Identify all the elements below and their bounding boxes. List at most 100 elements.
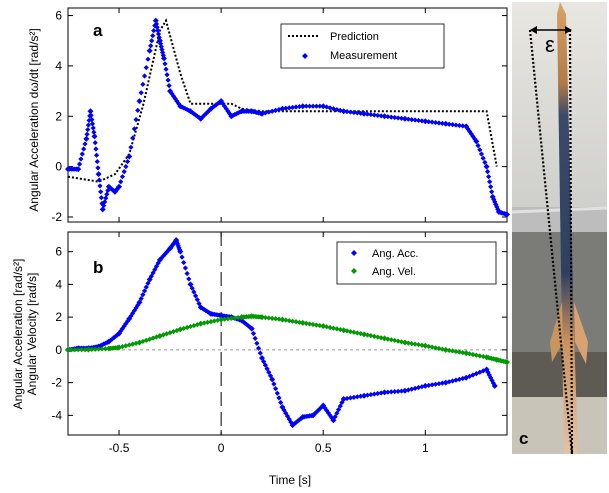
ang-acc-point <box>347 395 354 401</box>
ang-vel-point <box>266 315 272 321</box>
y-tick-label: 0 <box>55 160 62 174</box>
panel-b-reference-lines <box>68 232 507 435</box>
ang-acc-point <box>334 410 340 416</box>
measurement-point <box>87 108 94 115</box>
measurement-point <box>154 24 160 30</box>
ang-acc-point <box>118 328 124 334</box>
panel-b-x-axis-label: Time [s] <box>269 473 311 487</box>
ang-vel-point <box>415 342 422 348</box>
ang-vel-point <box>473 352 479 358</box>
ang-acc-point <box>298 415 304 421</box>
measurement-point <box>283 105 289 111</box>
ang-vel-point <box>351 329 357 335</box>
epsilon-label: ε <box>545 32 555 57</box>
measurement-point <box>385 114 391 120</box>
ang-vel-point <box>228 315 234 321</box>
ang-vel-point <box>286 318 292 324</box>
ang-vel-point <box>324 324 330 330</box>
measurement-point <box>412 117 418 123</box>
measurement-point <box>286 105 292 111</box>
measurement-point <box>135 107 141 113</box>
ang-vel-point <box>269 315 275 321</box>
measurement-point <box>130 135 136 141</box>
ang-acc-point <box>123 321 129 327</box>
measurement-point <box>162 61 168 67</box>
ang-vel-point <box>470 351 476 358</box>
measurement-point <box>446 121 452 127</box>
measurement-point <box>388 114 394 120</box>
panel-b-letter: b <box>93 258 103 277</box>
ang-acc-point <box>490 380 496 386</box>
ang-vel-point <box>72 347 78 353</box>
ang-vel-point <box>327 324 333 331</box>
measurement-point <box>104 191 110 197</box>
measurement-point <box>123 164 129 170</box>
rocket-photo: ε c <box>512 2 607 454</box>
measurement-point <box>293 104 299 110</box>
ang-vel-point <box>164 331 170 337</box>
ang-acc-point <box>385 389 391 395</box>
ang-vel-point <box>354 330 360 336</box>
ang-vel-point <box>68 347 75 353</box>
ang-vel-point <box>96 346 102 352</box>
measurement-point <box>121 169 127 175</box>
measurement-point <box>136 98 143 105</box>
ang-vel-point <box>463 350 470 357</box>
ang-vel-point <box>232 315 238 321</box>
ang-vel-point <box>211 318 217 324</box>
ang-acc-point <box>248 325 255 332</box>
ang-acc-point <box>278 399 284 406</box>
ang-acc-point <box>138 295 144 302</box>
ang-acc-point <box>194 297 200 303</box>
ang-acc-point <box>189 285 195 291</box>
measurement-point <box>364 111 371 117</box>
legend-measurement-swatch <box>302 53 308 59</box>
ang-vel-point <box>442 346 449 353</box>
ang-acc-point <box>456 376 462 382</box>
ang-vel-point <box>405 340 411 346</box>
rocket-fin-left <box>550 302 563 362</box>
ang-vel-point <box>310 321 316 328</box>
measurement-point <box>344 109 350 115</box>
ang-acc-point <box>361 392 368 399</box>
ang-vel-point <box>401 339 408 346</box>
ang-acc-point <box>473 371 479 377</box>
ang-vel-point <box>89 346 95 352</box>
measurement-point <box>351 109 357 116</box>
ang-vel-point <box>160 332 166 338</box>
ang-vel-point <box>123 343 129 349</box>
ang-acc-point <box>337 403 343 409</box>
panel-c-letter: c <box>519 429 528 448</box>
ang-acc-point <box>191 289 197 295</box>
measurement-point <box>432 119 439 126</box>
ang-acc-point <box>460 375 466 382</box>
legend-prediction-label: Prediction <box>330 31 379 43</box>
ang-vel-point <box>477 353 483 359</box>
ang-vel-point <box>358 331 364 337</box>
ang-acc-point <box>274 390 280 396</box>
ang-vel-point <box>170 328 177 335</box>
x-tick-label: 0 <box>218 441 225 455</box>
ang-acc-point <box>269 376 276 383</box>
ang-acc-point <box>272 386 279 392</box>
panel-a-chart: -2 0 2 4 6 a Angular Acceleration dω/dt [rad… <box>27 7 510 224</box>
rocket-fin-right <box>574 302 588 364</box>
panel-a-legend-box <box>280 23 445 69</box>
measurement-point <box>465 126 471 132</box>
measurement-point <box>98 195 104 201</box>
ang-vel-point <box>347 328 354 335</box>
vertical-reference-line <box>568 29 574 454</box>
ang-vel-point <box>235 314 241 321</box>
panel-b-axes-frame <box>67 231 508 436</box>
panel-b-y-axis-label-line2: Angular Velocity [rad/s] <box>25 273 39 396</box>
panel-a-y-axis-label: Angular Acceleration dω/dt [rad/s²] <box>27 28 41 211</box>
ang-vel-point <box>126 342 132 348</box>
epsilon-arrow-head-left <box>530 26 537 34</box>
measurement-point <box>78 156 84 162</box>
measurement-point <box>155 28 161 34</box>
measurement-point <box>415 117 422 124</box>
measurement-point <box>163 66 169 72</box>
measurement-point <box>405 116 411 122</box>
ang-vel-point <box>361 331 368 338</box>
ang-acc-point <box>375 390 381 397</box>
